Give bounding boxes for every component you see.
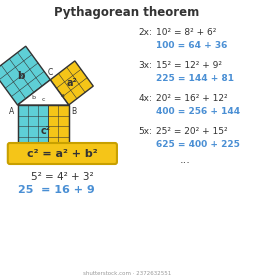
Polygon shape <box>17 80 69 105</box>
Text: B: B <box>72 107 77 116</box>
Text: 25² = 20² + 15²: 25² = 20² + 15² <box>156 127 228 136</box>
Text: 15² = 12² + 9²: 15² = 12² + 9² <box>156 60 222 69</box>
Text: shutterstock.com · 2372632551: shutterstock.com · 2372632551 <box>83 271 171 276</box>
Text: c²: c² <box>41 126 51 136</box>
Text: ...: ... <box>180 155 191 165</box>
Text: 2x:: 2x: <box>138 27 152 36</box>
Text: 100 = 64 + 36: 100 = 64 + 36 <box>156 41 227 50</box>
Polygon shape <box>17 105 69 158</box>
Text: A: A <box>9 107 15 116</box>
FancyBboxPatch shape <box>8 143 117 164</box>
Polygon shape <box>50 61 93 105</box>
Text: c² = a² + b²: c² = a² + b² <box>27 148 98 158</box>
Text: 10² = 8² + 6²: 10² = 8² + 6² <box>156 27 216 36</box>
Text: Pythagorean theorem: Pythagorean theorem <box>54 6 199 19</box>
Text: 625 = 400 + 225: 625 = 400 + 225 <box>156 139 240 148</box>
Text: c: c <box>41 97 45 102</box>
Text: b: b <box>31 95 35 100</box>
Text: 5x:: 5x: <box>138 127 152 136</box>
Polygon shape <box>0 46 50 105</box>
Text: a²: a² <box>66 78 77 88</box>
Text: 4x:: 4x: <box>138 94 152 102</box>
Text: a: a <box>61 93 64 98</box>
Text: 20² = 16² + 12²: 20² = 16² + 12² <box>156 94 228 102</box>
Polygon shape <box>17 105 48 158</box>
Text: 400 = 256 + 144: 400 = 256 + 144 <box>156 106 240 116</box>
Text: C: C <box>48 68 53 77</box>
Text: 25  = 16 + 9: 25 = 16 + 9 <box>18 185 95 195</box>
Text: 5² = 4² + 3²: 5² = 4² + 3² <box>31 172 94 182</box>
Text: 225 = 144 + 81: 225 = 144 + 81 <box>156 74 234 83</box>
Text: b: b <box>17 71 24 81</box>
Text: 3x:: 3x: <box>138 60 152 69</box>
